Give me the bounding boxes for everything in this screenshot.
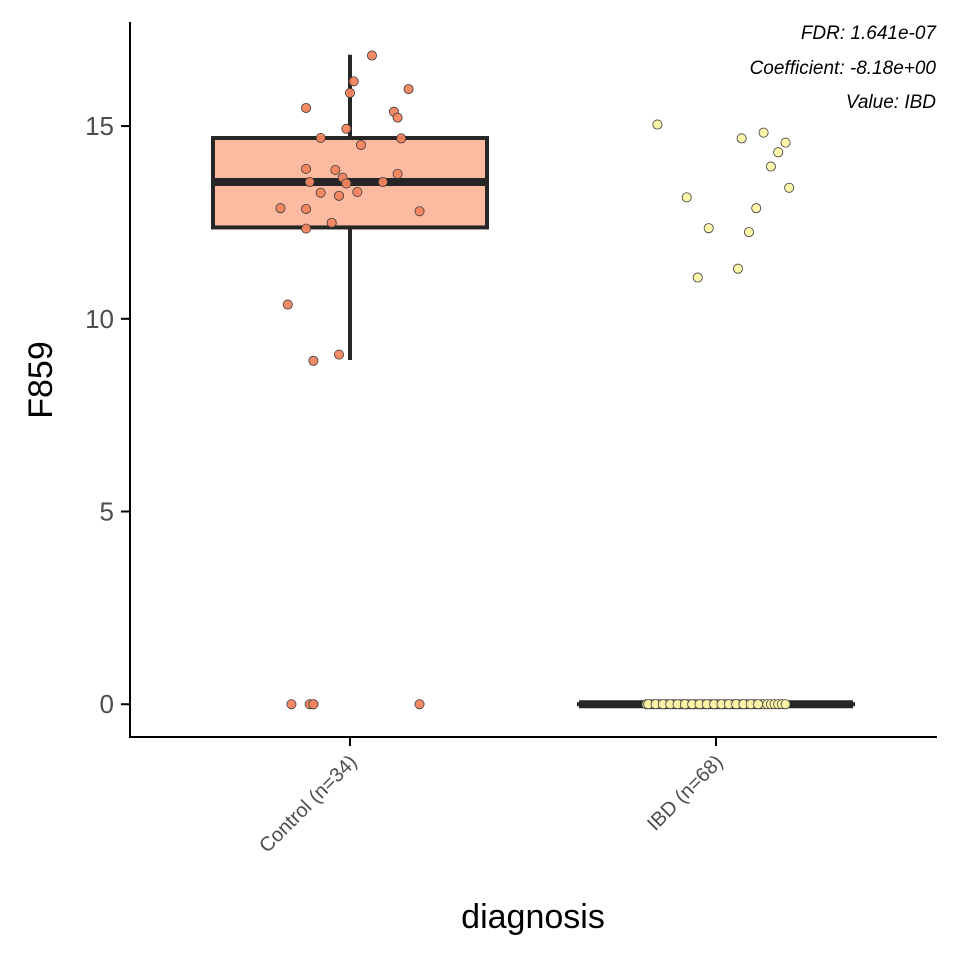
data-point — [681, 192, 692, 203]
data-point — [652, 119, 663, 130]
data-point — [334, 190, 345, 201]
data-point — [301, 163, 312, 174]
data-point — [751, 203, 762, 214]
data-point — [341, 123, 352, 134]
x-axis-title: diagnosis — [461, 898, 605, 936]
annotation-value: Value: IBD — [846, 92, 936, 113]
data-point — [765, 161, 776, 172]
data-point — [286, 699, 297, 710]
data-point — [355, 139, 366, 150]
data-point — [301, 203, 312, 214]
data-point — [330, 165, 341, 176]
data-point — [282, 299, 293, 310]
data-point — [275, 203, 286, 214]
y-axis-title: F859 — [22, 341, 60, 419]
data-point — [308, 699, 319, 710]
data-point — [326, 217, 337, 228]
annotation-fdr: FDR: 1.641e-07 — [801, 23, 938, 44]
y-tick-label: 0 — [100, 689, 114, 719]
data-point — [703, 223, 714, 234]
y-ticks: 0 5 10 15 — [85, 111, 130, 719]
data-point — [743, 227, 754, 238]
data-point — [341, 178, 352, 189]
data-point — [396, 133, 407, 144]
x-tick-label: Control (n=34) — [255, 751, 361, 857]
data-point — [377, 176, 388, 187]
data-point — [304, 176, 315, 187]
data-point — [758, 127, 769, 138]
data-point — [301, 102, 312, 113]
data-point — [780, 699, 791, 710]
data-point — [366, 50, 377, 61]
data-point — [732, 263, 743, 274]
data-point — [403, 84, 414, 95]
data-point — [352, 186, 363, 197]
data-point — [392, 112, 403, 123]
y-tick-label: 5 — [100, 497, 114, 527]
data-point — [736, 133, 747, 144]
data-point — [334, 349, 345, 360]
data-point — [414, 206, 425, 217]
data-point — [308, 355, 319, 366]
data-point — [773, 147, 784, 158]
x-ticks: Control (n=34) IBD (n=68) — [255, 737, 728, 857]
data-point — [392, 168, 403, 179]
data-point — [344, 87, 355, 98]
points-control — [275, 50, 425, 710]
data-point — [315, 187, 326, 198]
axes-layer — [129, 22, 937, 738]
data-point — [315, 133, 326, 144]
points-layer — [275, 50, 795, 710]
data-point — [692, 272, 703, 283]
y-tick-label: 15 — [85, 111, 114, 141]
data-point — [301, 223, 312, 234]
data-point — [348, 76, 359, 87]
data-point — [784, 182, 795, 193]
x-tick-label: IBD (n=68) — [643, 751, 727, 835]
box-control — [211, 54, 489, 361]
y-tick-label: 10 — [85, 304, 114, 334]
data-point — [780, 137, 791, 148]
data-point — [414, 699, 425, 710]
data-point — [753, 699, 764, 710]
points-ibd — [641, 119, 795, 710]
annotation-coefficient: Coefficient: -8.18e+00 — [750, 58, 937, 79]
boxes-layer — [211, 54, 855, 709]
